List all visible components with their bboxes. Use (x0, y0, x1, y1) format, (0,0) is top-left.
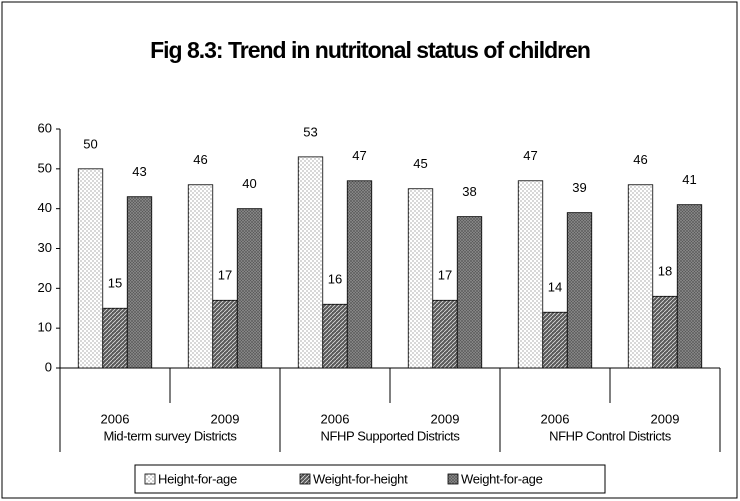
bar (627, 184, 654, 369)
y-tick-label: 0 (45, 359, 52, 374)
bar (456, 216, 483, 369)
bar (77, 168, 104, 369)
legend-box (134, 464, 606, 494)
y-tick-label: 10 (38, 320, 52, 335)
data-label: 17 (218, 268, 232, 283)
data-label: 47 (523, 148, 537, 163)
bar (187, 184, 214, 369)
group-label: Mid-term survey Districts (103, 428, 237, 443)
bar (346, 180, 373, 369)
group-label: NFHP Control Districts (549, 428, 672, 443)
data-label: 15 (108, 276, 122, 291)
chart-title: Fig 8.3: Trend in nutritonal status of c… (150, 37, 590, 63)
data-label: 47 (352, 148, 366, 163)
data-label: 16 (328, 272, 342, 287)
y-tick-label: 20 (38, 280, 52, 295)
bar (322, 303, 348, 369)
legend-swatch (299, 473, 311, 485)
data-label: 50 (83, 136, 97, 151)
bar (676, 204, 703, 369)
legend-label: Weight-for-height (313, 471, 408, 486)
y-tick-label: 40 (38, 200, 52, 215)
x-tick-label: 2009 (651, 411, 680, 426)
bar (542, 311, 568, 369)
data-label: 38 (462, 184, 476, 199)
data-label: 53 (303, 124, 317, 139)
data-label: 18 (658, 264, 672, 279)
legend-swatch (144, 473, 156, 485)
bar (432, 299, 458, 369)
bar (126, 196, 153, 369)
bar (566, 212, 593, 369)
x-tick-label: 2009 (211, 411, 240, 426)
legend-swatch (447, 473, 459, 485)
y-tick-label: 60 (38, 120, 52, 135)
data-label: 46 (633, 152, 647, 167)
group-label: NFHP Supported Districts (321, 428, 461, 443)
x-tick-label: 2006 (321, 411, 350, 426)
bar (517, 180, 544, 369)
data-label: 14 (548, 280, 562, 295)
y-tick-label: 50 (38, 160, 52, 175)
data-label: 41 (682, 172, 696, 187)
bar (407, 188, 434, 369)
y-tick-label: 30 (38, 240, 52, 255)
legend-label: Weight-for-age (461, 471, 543, 486)
bar (236, 208, 263, 369)
bar (102, 307, 128, 369)
bar (297, 156, 324, 369)
x-tick-label: 2006 (541, 411, 570, 426)
data-label: 40 (242, 176, 256, 191)
bar (212, 299, 238, 369)
x-tick-label: 2009 (431, 411, 460, 426)
data-label: 39 (572, 180, 586, 195)
data-label: 43 (132, 164, 146, 179)
legend-label: Height-for-age (158, 471, 237, 486)
data-label: 46 (193, 152, 207, 167)
data-label: 45 (413, 156, 427, 171)
data-label: 17 (438, 268, 452, 283)
bar (652, 295, 678, 369)
x-tick-label: 2006 (101, 411, 130, 426)
